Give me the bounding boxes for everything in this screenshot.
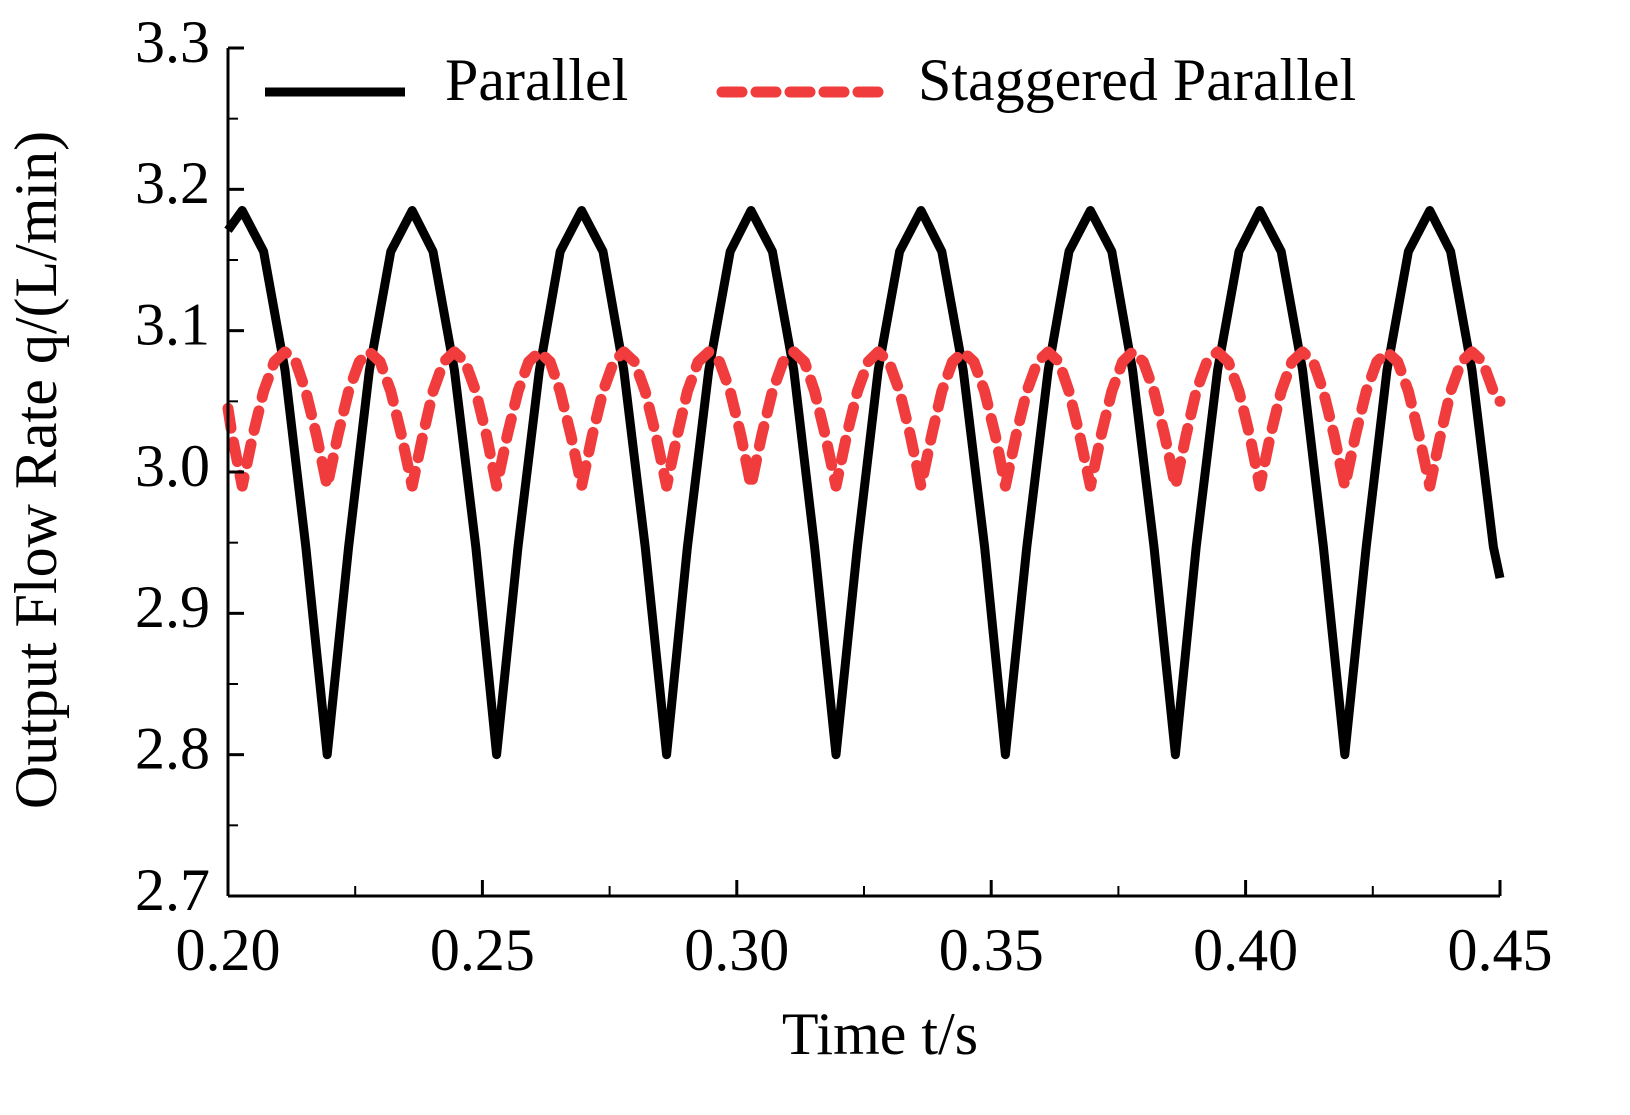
- x-tick-label: 0.20: [176, 917, 281, 983]
- x-axis-label: Time t/s: [782, 1001, 978, 1067]
- legend-label: Parallel: [445, 47, 628, 113]
- y-tick-label: 2.8: [135, 715, 210, 781]
- x-tick-label: 0.45: [1448, 917, 1553, 983]
- series-line: [224, 206, 1505, 760]
- y-tick-label: 3.1: [135, 291, 210, 357]
- series-line: [222, 346, 1506, 492]
- x-tick-label: 0.40: [1193, 917, 1298, 983]
- y-tick-label: 2.7: [135, 857, 210, 923]
- x-tick-label: 0.35: [939, 917, 1044, 983]
- legend-label: Staggered Parallel: [918, 47, 1356, 113]
- y-tick-label: 3.2: [135, 150, 210, 216]
- x-tick-label: 0.30: [684, 917, 789, 983]
- x-tick-label: 0.25: [430, 917, 535, 983]
- y-tick-label: 2.9: [135, 574, 210, 640]
- y-axis-label: Output Flow Rate q/(L/min): [3, 131, 69, 809]
- y-tick-label: 3.3: [135, 9, 210, 75]
- y-tick-label: 3.0: [135, 433, 210, 499]
